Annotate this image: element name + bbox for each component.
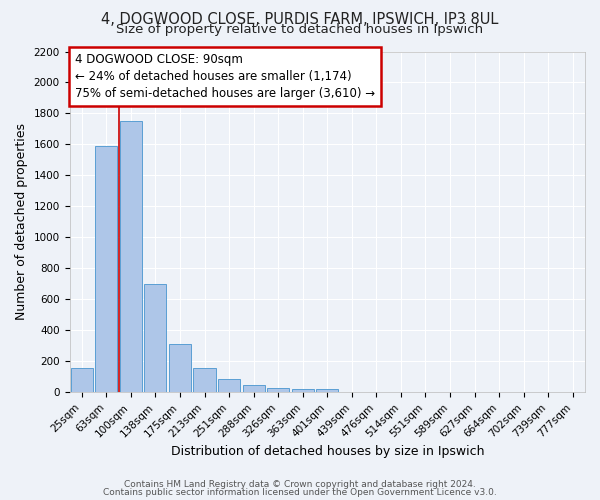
Bar bbox=[242, 384, 265, 392]
Bar bbox=[316, 390, 338, 392]
Bar bbox=[292, 390, 314, 392]
Text: Contains HM Land Registry data © Crown copyright and database right 2024.: Contains HM Land Registry data © Crown c… bbox=[124, 480, 476, 489]
Bar bbox=[120, 121, 142, 392]
X-axis label: Distribution of detached houses by size in Ipswich: Distribution of detached houses by size … bbox=[170, 444, 484, 458]
Text: Contains public sector information licensed under the Open Government Licence v3: Contains public sector information licen… bbox=[103, 488, 497, 497]
Bar bbox=[267, 388, 289, 392]
Bar bbox=[218, 379, 240, 392]
Y-axis label: Number of detached properties: Number of detached properties bbox=[15, 124, 28, 320]
Text: 4, DOGWOOD CLOSE, PURDIS FARM, IPSWICH, IP3 8UL: 4, DOGWOOD CLOSE, PURDIS FARM, IPSWICH, … bbox=[101, 12, 499, 28]
Bar bbox=[95, 146, 118, 392]
Text: Size of property relative to detached houses in Ipswich: Size of property relative to detached ho… bbox=[116, 22, 484, 36]
Bar bbox=[193, 368, 215, 392]
Bar bbox=[71, 368, 93, 392]
Text: 4 DOGWOOD CLOSE: 90sqm
← 24% of detached houses are smaller (1,174)
75% of semi-: 4 DOGWOOD CLOSE: 90sqm ← 24% of detached… bbox=[74, 53, 375, 100]
Bar bbox=[145, 284, 166, 393]
Bar bbox=[169, 344, 191, 393]
